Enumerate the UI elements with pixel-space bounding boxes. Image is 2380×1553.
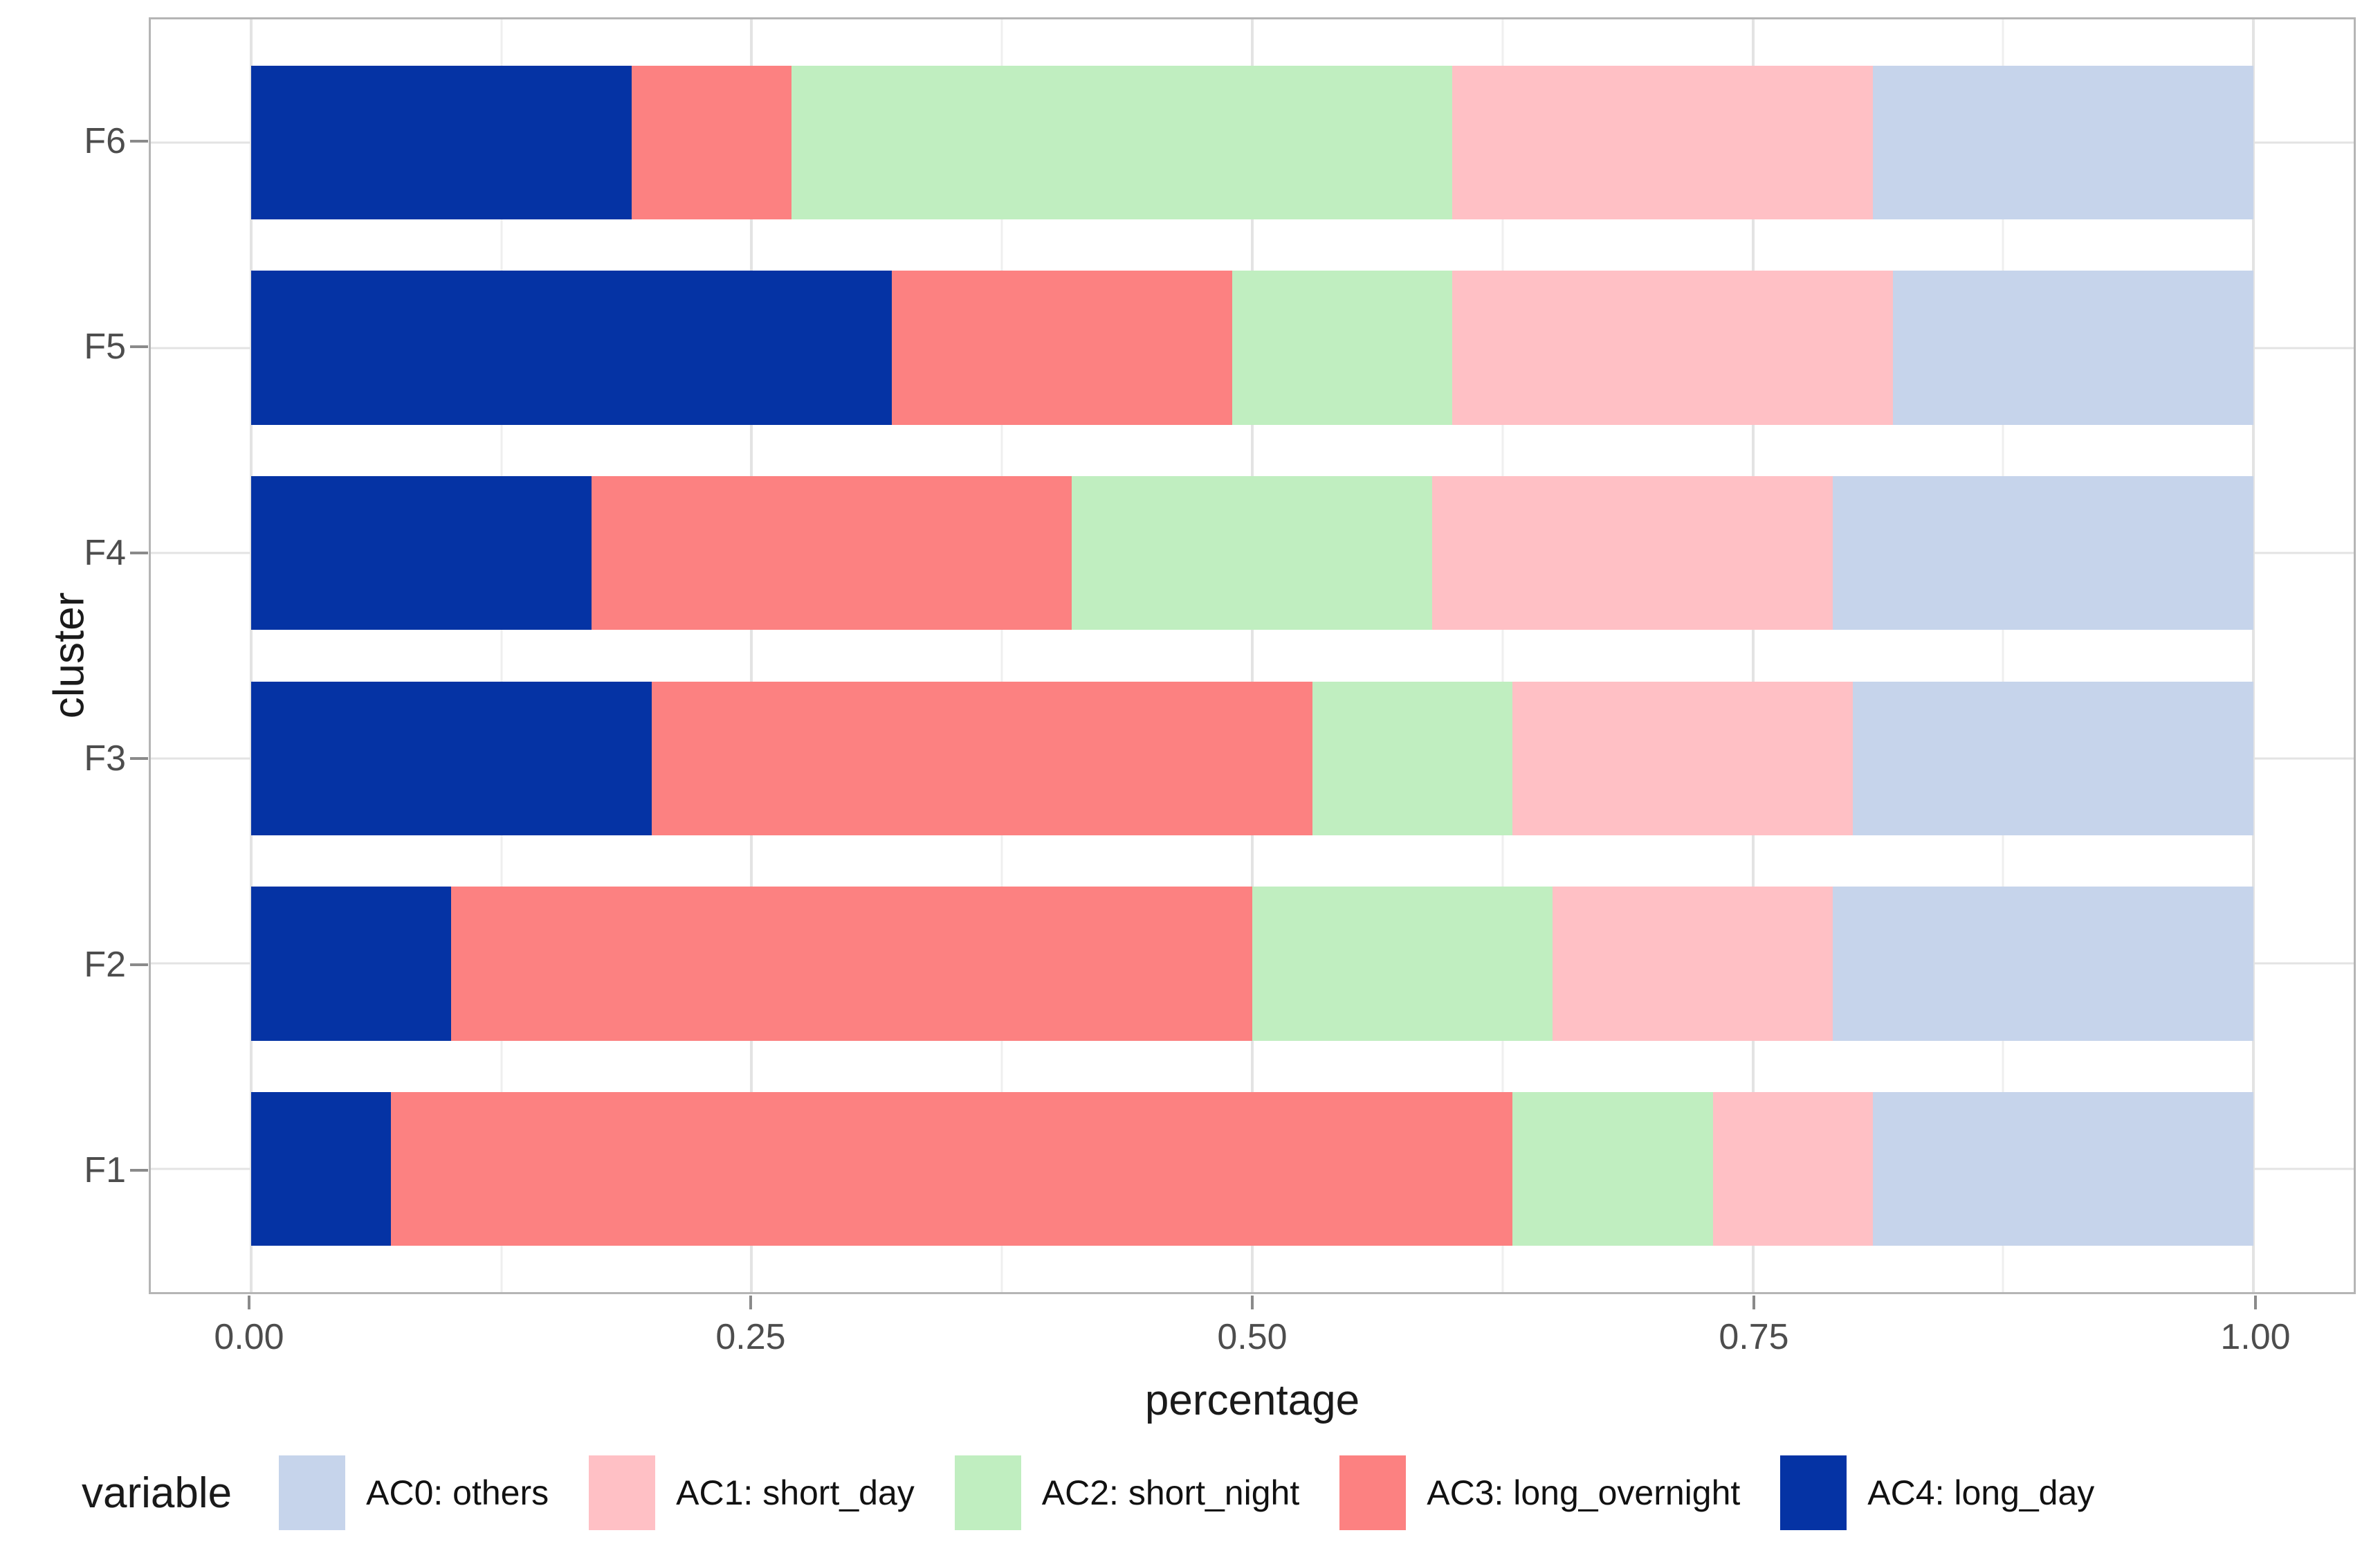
- legend-swatch: [954, 1455, 1021, 1530]
- legend-item: AC0: others: [279, 1455, 549, 1530]
- bar-segment: [1312, 681, 1513, 836]
- bar-segment: [1252, 887, 1553, 1041]
- y-tick-label: F5: [84, 327, 126, 367]
- x-tick-mark: [1752, 1296, 1755, 1309]
- bar-row-F4: [250, 475, 2254, 630]
- plot-panel: [149, 17, 2356, 1294]
- bar-segment: [1833, 887, 2254, 1041]
- x-tick-label: 0.50: [1217, 1317, 1288, 1357]
- y-tick-mark: [130, 1169, 148, 1172]
- gridline-x-major: [1751, 19, 1755, 1292]
- gridline-x-minor: [1501, 19, 1504, 1292]
- bar-segment: [250, 1091, 392, 1246]
- bar-segment: [591, 475, 1072, 630]
- x-axis-title: percentage: [1144, 1377, 1360, 1424]
- y-tick-mark: [130, 139, 148, 143]
- x-tick-mark: [749, 1296, 752, 1309]
- bar-row-F3: [250, 681, 2254, 836]
- bar-row-F5: [250, 271, 2254, 425]
- bar-segment: [1512, 1091, 1713, 1246]
- bar-segment: [1452, 271, 1894, 425]
- legend-item: AC2: short_night: [954, 1455, 1300, 1530]
- legend-item: AC3: long_overnight: [1339, 1455, 1740, 1530]
- legend-title: variable: [82, 1469, 232, 1517]
- legend-item: AC4: long_day: [1780, 1455, 2094, 1530]
- bar-segment: [250, 887, 452, 1041]
- y-tick-label: F2: [84, 944, 126, 985]
- bar-segment: [1893, 271, 2254, 425]
- bar-segment: [1452, 65, 1874, 220]
- bars-layer: [151, 19, 2354, 1292]
- legend-label: AC2: short_night: [1041, 1473, 1300, 1512]
- y-tick-mark: [130, 551, 148, 554]
- gridline-x-major: [1251, 19, 1254, 1292]
- bar-row-F2: [250, 887, 2254, 1041]
- bar-segment: [250, 681, 652, 836]
- bar-segment: [1553, 887, 1833, 1041]
- gridline-x-major: [249, 19, 253, 1292]
- y-tick-label: F6: [84, 120, 126, 161]
- bar-segment: [1873, 1091, 2254, 1246]
- legend-swatch: [1780, 1455, 1847, 1530]
- x-tick-label: 1.00: [2220, 1317, 2291, 1357]
- gridline-x-major: [2252, 19, 2255, 1292]
- legend-swatch: [1339, 1455, 1407, 1530]
- x-tick-mark: [248, 1296, 250, 1309]
- bar-row-F6: [250, 65, 2254, 220]
- legend-label: AC1: short_day: [676, 1473, 915, 1512]
- bar-segment: [1873, 65, 2254, 220]
- bar-segment: [1512, 681, 1853, 836]
- legend-item: AC1: short_day: [589, 1455, 915, 1530]
- x-tick-mark: [1251, 1296, 1254, 1309]
- bar-segment: [1712, 1091, 1874, 1246]
- x-tick-label: 0.00: [214, 1317, 284, 1357]
- x-tick-label: 0.75: [1719, 1317, 1789, 1357]
- legend-swatch: [589, 1455, 656, 1530]
- bar-segment: [1432, 475, 1833, 630]
- legend: variable AC0: others AC1: short_day AC2: s…: [82, 1441, 2359, 1545]
- y-tick-label: F1: [84, 1150, 126, 1191]
- y-tick-label: F4: [84, 532, 126, 573]
- legend-label: AC3: long_overnight: [1427, 1473, 1741, 1512]
- bar-row-F1: [250, 1091, 2254, 1246]
- bar-segment: [250, 271, 892, 425]
- bar-segment: [451, 887, 1252, 1041]
- bar-segment: [891, 271, 1233, 425]
- bar-segment: [791, 65, 1453, 220]
- bar-segment: [1232, 271, 1453, 425]
- bar-segment: [1833, 475, 2254, 630]
- bar-segment: [631, 65, 792, 220]
- x-tick-mark: [2254, 1296, 2257, 1309]
- y-tick-label: F3: [84, 738, 126, 779]
- legend-label: AC4: long_day: [1867, 1473, 2095, 1512]
- bar-segment: [651, 681, 1312, 836]
- bar-segment: [391, 1091, 1513, 1246]
- y-tick-mark: [130, 963, 148, 966]
- gridline-x-major: [750, 19, 753, 1292]
- legend-items: AC0: others AC1: short_day AC2: short_nigh…: [279, 1455, 2094, 1530]
- bar-segment: [250, 65, 632, 220]
- legend-swatch: [279, 1455, 346, 1530]
- y-axis-title: cluster: [45, 592, 93, 719]
- y-tick-mark: [130, 345, 148, 349]
- y-tick-mark: [130, 757, 148, 761]
- gridline-x-minor: [2002, 19, 2004, 1292]
- gridline-x-minor: [500, 19, 503, 1292]
- gridline-x-minor: [1000, 19, 1003, 1292]
- bar-segment: [250, 475, 592, 630]
- legend-label: AC0: others: [366, 1473, 549, 1512]
- bar-segment: [1072, 475, 1433, 630]
- x-tick-label: 0.25: [715, 1317, 786, 1357]
- bar-segment: [1853, 681, 2254, 836]
